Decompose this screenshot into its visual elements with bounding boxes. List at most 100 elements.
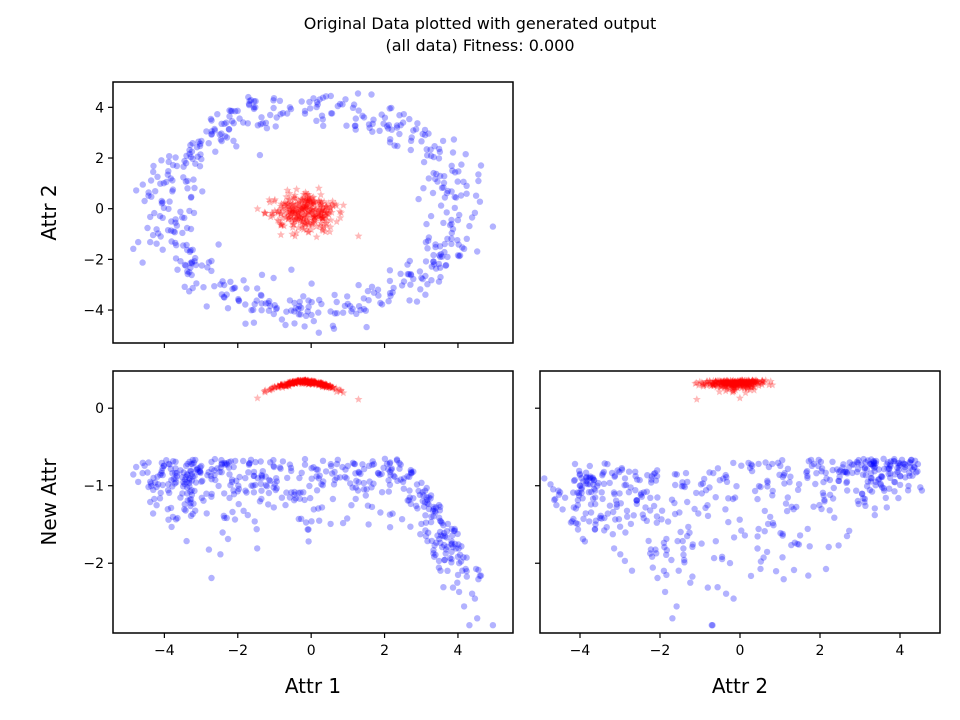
generated-point <box>717 382 726 391</box>
original-point <box>867 475 875 482</box>
generated-point <box>743 381 752 389</box>
original-point <box>448 220 455 228</box>
original-point <box>643 517 650 524</box>
original-point <box>561 494 569 501</box>
generated-point <box>289 204 297 212</box>
generated-point <box>278 381 287 390</box>
generated-point <box>720 379 729 388</box>
original-point <box>428 513 435 520</box>
original-point <box>466 222 473 230</box>
original-point <box>211 127 219 134</box>
original-point <box>192 507 199 514</box>
original-point <box>896 481 904 489</box>
original-point <box>704 512 712 520</box>
original-point <box>342 96 349 103</box>
generated-point <box>301 376 310 385</box>
original-point <box>270 97 277 104</box>
original-point <box>343 475 350 482</box>
generated-point <box>308 204 317 212</box>
original-point <box>836 473 843 480</box>
generated-point <box>308 218 317 226</box>
original-point <box>182 160 190 167</box>
original-point <box>203 128 210 135</box>
generated-point <box>705 377 714 385</box>
original-point <box>159 464 166 472</box>
original-point <box>166 153 173 160</box>
generated-point <box>288 379 297 388</box>
generated-point <box>707 381 716 390</box>
original-point <box>578 475 585 482</box>
generated-point <box>743 385 752 393</box>
original-point <box>266 297 273 305</box>
original-point <box>425 529 432 536</box>
original-point <box>571 476 578 484</box>
original-point <box>218 291 225 298</box>
generated-point <box>740 383 749 391</box>
original-point <box>286 104 294 111</box>
original-point <box>378 301 386 308</box>
original-point <box>224 305 232 312</box>
original-point <box>157 233 164 240</box>
original-point <box>333 310 341 317</box>
original-point <box>297 489 304 496</box>
original-point <box>406 487 413 494</box>
original-point <box>221 490 228 497</box>
original-point <box>639 511 646 518</box>
generated-point <box>711 377 720 386</box>
generated-point <box>301 196 310 205</box>
original-point <box>221 281 228 289</box>
original-point <box>374 469 382 477</box>
generated-point <box>743 383 751 391</box>
generated-point <box>308 207 317 215</box>
original-point <box>329 495 337 503</box>
original-point <box>393 457 401 464</box>
original-point <box>204 472 211 479</box>
original-point <box>166 461 173 468</box>
generated-point <box>747 379 756 388</box>
generated-point <box>732 381 741 389</box>
original-point <box>720 475 727 482</box>
generated-point <box>739 382 748 390</box>
generated-point <box>305 192 314 201</box>
original-point <box>556 489 564 496</box>
original-point <box>167 227 175 234</box>
original-point <box>658 516 665 523</box>
original-point <box>472 565 480 573</box>
original-point <box>891 458 898 465</box>
original-point <box>184 270 191 278</box>
original-point <box>698 540 705 547</box>
generated-point <box>739 381 748 389</box>
original-point <box>604 460 611 468</box>
original-point <box>757 565 764 573</box>
original-point <box>879 473 886 481</box>
original-point <box>472 192 480 199</box>
original-point <box>397 461 404 468</box>
original-point <box>861 464 869 471</box>
generated-point <box>318 204 327 213</box>
original-point <box>208 490 215 498</box>
original-point <box>147 498 154 506</box>
generated-point <box>721 381 730 390</box>
original-point <box>322 468 330 475</box>
original-point <box>769 492 776 499</box>
generated-point <box>309 218 318 226</box>
original-point <box>318 481 325 488</box>
generated-point <box>301 376 310 384</box>
original-point <box>555 491 563 498</box>
original-point <box>454 252 462 259</box>
original-point <box>211 283 218 290</box>
generated-point <box>715 376 724 385</box>
generated-point <box>322 202 331 210</box>
generated-point <box>721 379 729 387</box>
generated-point <box>326 215 335 224</box>
original-point <box>901 466 908 473</box>
generated-point <box>758 380 766 389</box>
generated-point <box>305 197 314 205</box>
original-point <box>425 234 433 241</box>
generated-point <box>288 378 297 386</box>
generated-point <box>311 379 320 387</box>
original-point <box>148 482 155 490</box>
original-point <box>846 459 853 466</box>
generated-point <box>301 195 310 204</box>
generated-point <box>318 213 327 222</box>
